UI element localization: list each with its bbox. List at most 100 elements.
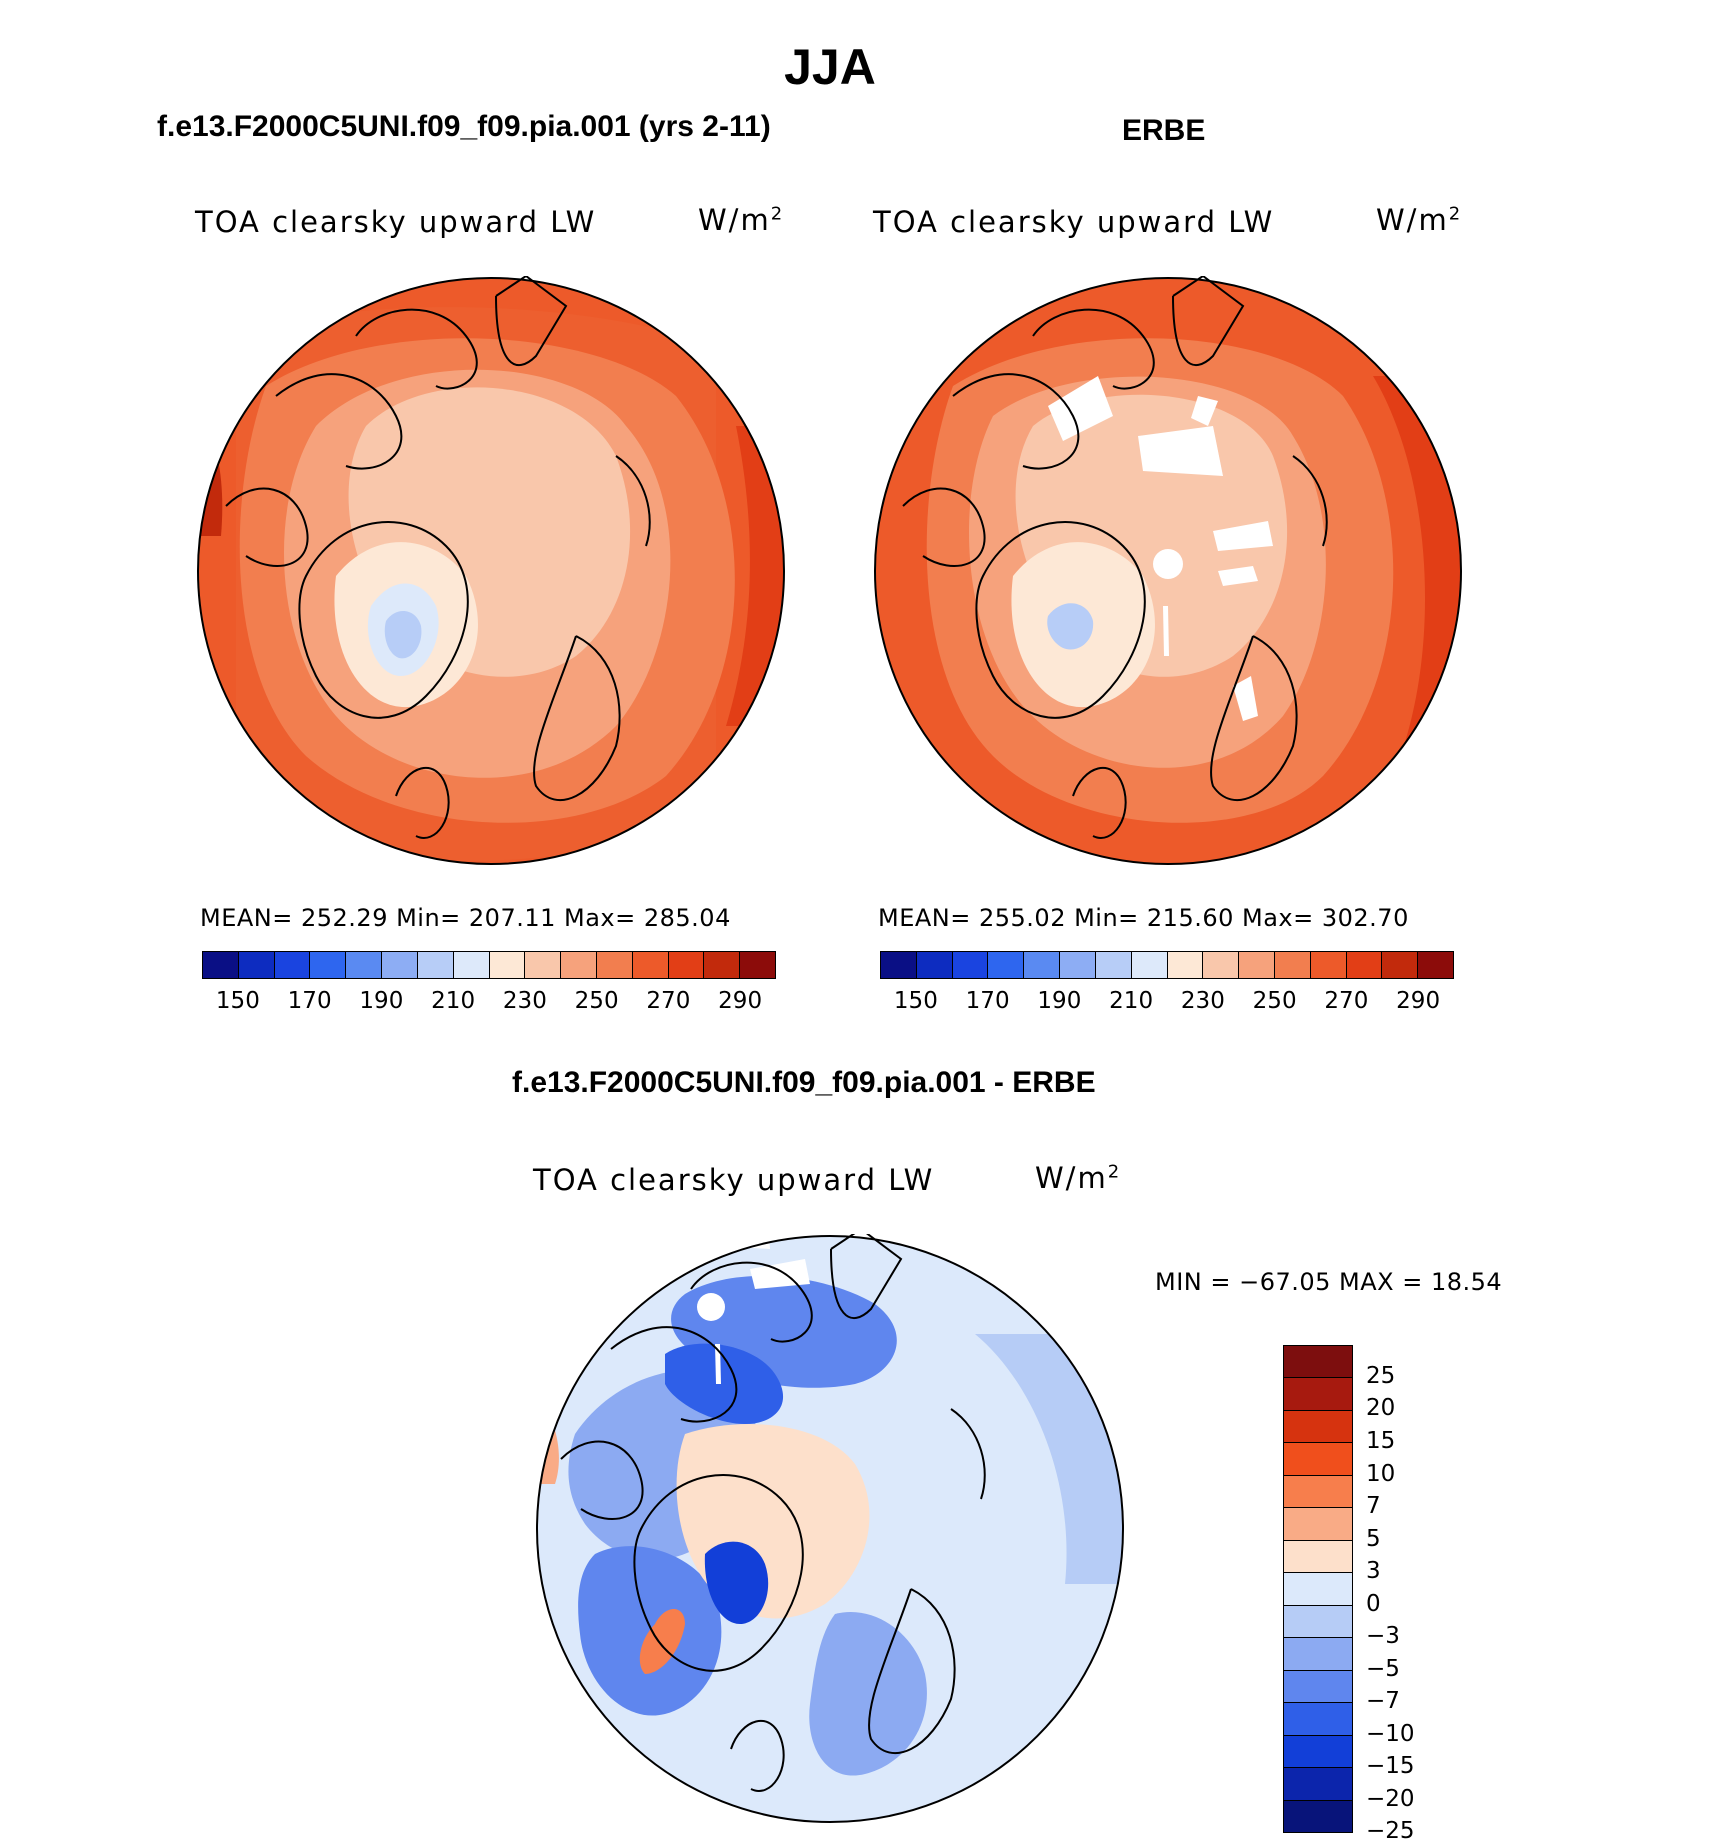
panel-2-colorbar-swatch: [1239, 952, 1275, 978]
map-model: [197, 276, 785, 865]
diff-colorbar-swatch: [1284, 1800, 1352, 1833]
panel-2-colorbar-tick: 290: [1396, 988, 1441, 1014]
panel-2-colorbar-swatch: [916, 952, 953, 978]
panel-2-colorbar-swatch: [952, 952, 989, 978]
panel-1-colorbar-swatch: [453, 952, 490, 978]
diff-colorbar-swatch: [1284, 1638, 1352, 1671]
diff-colorbar-swatch: [1284, 1540, 1352, 1574]
map-erbe-missing-data: [1048, 376, 1273, 721]
panel-1-colorbar-swatch: [668, 952, 705, 978]
map-model-coastlines: [225, 276, 651, 839]
panel-2-colorbar-swatch: [1203, 952, 1240, 978]
diff-colorbar-swatch: [1284, 1475, 1352, 1509]
panel-2-variable-label: TOA clearsky upward LW: [873, 205, 1275, 239]
panel-1-colorbar-swatch: [417, 952, 454, 978]
diff-colorbar-tick: −15: [1366, 1753, 1415, 1780]
page-title: JJA: [784, 39, 876, 95]
panel-1-colorbar-swatch: [310, 952, 347, 978]
panel-1-title: f.e13.F2000C5UNI.f09_f09.pia.001 (yrs 2-…: [157, 110, 771, 143]
panel-1-colorbar-swatch: [238, 952, 275, 978]
diff-units: W/m2: [1035, 1161, 1121, 1195]
diff-colorbar-swatch: [1284, 1768, 1352, 1801]
diff-colorbar-tick: 3: [1366, 1558, 1381, 1585]
panel-1-colorbar-swatch: [489, 952, 526, 978]
panel-2-colorbar-swatch: [1310, 952, 1347, 978]
panel-1-colorbar-swatch: [346, 952, 383, 978]
panel-1-units: W/m2: [698, 203, 784, 237]
panel-1-variable-label: TOA clearsky upward LW: [195, 205, 597, 239]
diff-colorbar-swatch: [1284, 1573, 1352, 1606]
panel-1-colorbar-tick: 150: [215, 988, 260, 1014]
diff-colorbar-tick: 10: [1366, 1460, 1396, 1487]
panel-1-colorbar-swatch: [632, 952, 669, 978]
map-difference-border: [536, 1235, 1124, 1823]
diff-colorbar-tick: −25: [1366, 1818, 1415, 1844]
panel-2-colorbar-swatch: [1382, 952, 1419, 978]
map-difference-band-neg3: [975, 1334, 1123, 1584]
map-difference-coastlines: [560, 1234, 986, 1792]
diff-colorbar-swatch: [1284, 1735, 1352, 1769]
diff-colorbar-tick: 15: [1366, 1427, 1396, 1454]
map-model-band-275: [726, 426, 784, 726]
panel-2-title: ERBE: [1122, 114, 1206, 147]
panel-2-colorbar-ticks: 150 170 190 210 230 250 270 290: [880, 988, 1454, 1018]
panel-1-colorbar-swatch: [274, 952, 311, 978]
panel-2-colorbar-swatch: [881, 952, 917, 978]
map-model-border: [197, 277, 785, 865]
panel-1-units-base: W/m: [698, 203, 771, 237]
panel-2-units-base: W/m: [1376, 203, 1449, 237]
panel-1-colorbar-tick: 170: [287, 988, 332, 1014]
diff-colorbar-tick: 5: [1366, 1525, 1381, 1552]
diff-colorbar-swatch: [1284, 1670, 1352, 1704]
diff-colorbar-swatch: [1284, 1378, 1352, 1411]
panel-1-colorbar-swatch: [203, 952, 239, 978]
panel-2-colorbar-swatch: [988, 952, 1025, 978]
panel-2-colorbar-swatch: [1167, 952, 1204, 978]
panel-1-colorbar-swatch: [525, 952, 562, 978]
panel-2-units: W/m2: [1376, 203, 1462, 237]
map-difference: [536, 1234, 1124, 1823]
diff-colorbar-tick: −10: [1366, 1720, 1415, 1747]
panel-2-units-exp: 2: [1448, 203, 1463, 225]
panel-2-colorbar-tick: 270: [1324, 988, 1369, 1014]
map-erbe-border: [874, 277, 1462, 865]
diff-colorbar-ticks: 25 20 15 10 7 5 3 0 −3 −5 −7 −10 −15 −20 −25: [1366, 1345, 1446, 1844]
diff-colorbar-swatch: [1284, 1410, 1352, 1444]
diff-variable-label: TOA clearsky upward LW: [533, 1163, 935, 1197]
diff-colorbar: [1283, 1345, 1353, 1833]
diff-colorbar-swatch: [1284, 1703, 1352, 1736]
panel-2-colorbar-swatch: [1024, 952, 1061, 978]
panel-2-colorbar-tick: 170: [965, 988, 1010, 1014]
diff-colorbar-tick: 20: [1366, 1395, 1396, 1422]
panel-2-colorbar-swatch: [1418, 952, 1453, 978]
panel-1-colorbar-swatch: [596, 952, 633, 978]
panel-1-colorbar: [202, 951, 776, 979]
map-erbe-band-210: [1047, 603, 1094, 650]
diff-colorbar-swatch: [1284, 1508, 1352, 1541]
diff-colorbar-tick: 25: [1366, 1362, 1396, 1389]
panel-1-colorbar-tick: 190: [359, 988, 404, 1014]
panel-1-colorbar-tick: 290: [718, 988, 763, 1014]
panel-1-colorbar-ticks: 150 170 190 210 230 250 270 290: [202, 988, 776, 1018]
panel-1-colorbar-swatch: [382, 952, 418, 978]
diff-colorbar-swatch: [1284, 1443, 1352, 1476]
diff-minmax: MIN = −67.05 MAX = 18.54: [1155, 1268, 1503, 1296]
panel-1-colorbar-swatch: [561, 952, 597, 978]
panel-2-colorbar-swatch: [1274, 952, 1311, 978]
map-difference-band-neg5b: [809, 1612, 927, 1776]
panel-2-colorbar-swatch: [1131, 952, 1168, 978]
panel-1-colorbar-tick: 230: [502, 988, 547, 1014]
diff-colorbar-tick: −3: [1366, 1623, 1400, 1650]
panel-2-stats: MEAN= 255.02 Min= 215.60 Max= 302.70: [878, 904, 1409, 932]
panel-2-colorbar: [880, 951, 1454, 979]
panel-2-colorbar-tick: 230: [1180, 988, 1225, 1014]
map-model-band-200: [384, 610, 422, 659]
panel-2-colorbar-swatch: [1095, 952, 1132, 978]
panel-2-colorbar-swatch: [1346, 952, 1383, 978]
diff-panel-title: f.e13.F2000C5UNI.f09_f09.pia.001 - ERBE: [512, 1066, 1096, 1099]
panel-2-colorbar-tick: 150: [893, 988, 938, 1014]
map-difference-band-neg15: [665, 1343, 784, 1424]
diff-colorbar-tick: 7: [1366, 1493, 1381, 1520]
panel-2-colorbar-tick: 210: [1109, 988, 1154, 1014]
diff-units-exp: 2: [1107, 1161, 1122, 1183]
